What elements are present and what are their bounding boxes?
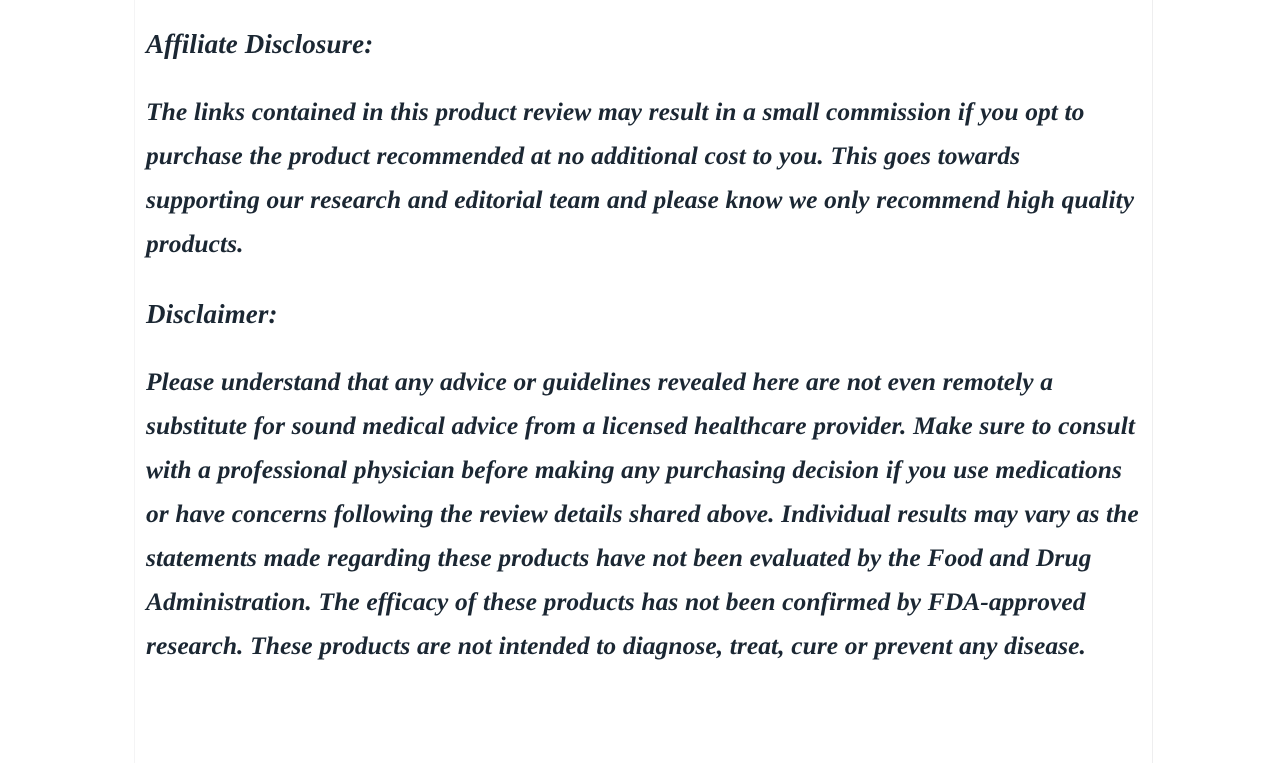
article-content-inner: Affiliate Disclosure: The links containe… (135, 22, 1152, 668)
affiliate-disclosure-heading: Affiliate Disclosure: (146, 29, 374, 59)
disclaimer-paragraph: Please understand that any advice or gui… (146, 367, 1139, 660)
article-content-column: Affiliate Disclosure: The links containe… (134, 0, 1153, 763)
disclaimer-heading: Disclaimer: (146, 299, 278, 329)
heading-spacer (146, 66, 1140, 90)
heading-spacer (146, 336, 1140, 360)
section-affiliate-disclosure: Affiliate Disclosure: The links containe… (146, 22, 1140, 266)
affiliate-disclosure-paragraph: The links contained in this product revi… (146, 97, 1135, 258)
section-disclaimer: Disclaimer: Please understand that any a… (146, 292, 1140, 668)
paragraph-spacer (146, 266, 1140, 292)
